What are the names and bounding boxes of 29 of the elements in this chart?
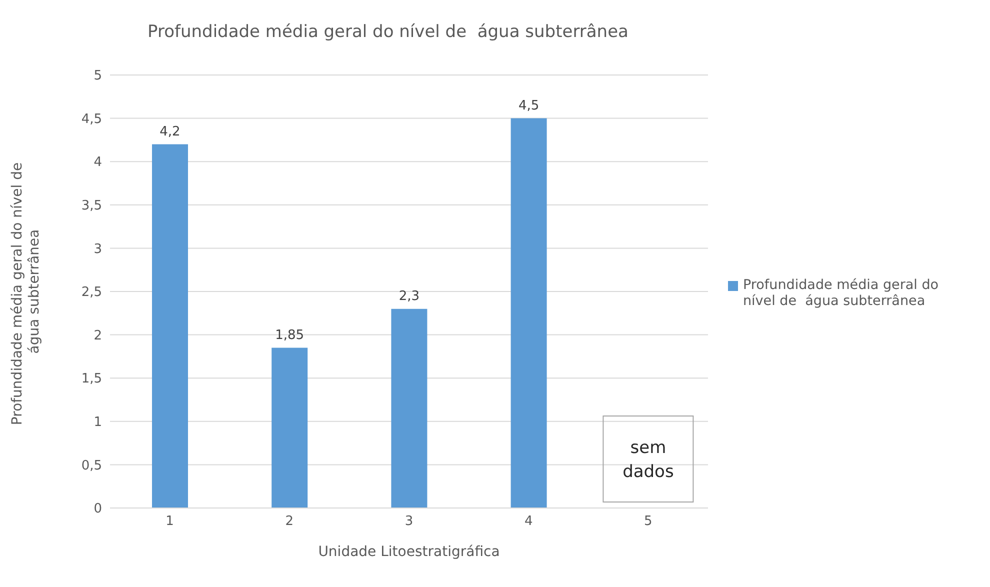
x-axis-title: Unidade Litoestratigráfica	[318, 544, 500, 560]
y-tick-label: 4	[94, 155, 102, 170]
y-tick-label: 3	[94, 242, 102, 257]
y-tick-label: 2,5	[81, 285, 102, 300]
x-tick-label: 4	[524, 514, 533, 530]
y-tick-label: 0,5	[81, 458, 102, 474]
bar	[152, 144, 188, 508]
x-tick-label: 3	[404, 514, 414, 530]
y-tick-label: 5	[94, 68, 102, 84]
y-tick-label: 4,5	[81, 112, 102, 127]
x-tick-label: 1	[166, 514, 174, 530]
annotation: sem dados	[622, 438, 674, 482]
data-label: 1,85	[275, 328, 304, 343]
y-tick-label: 1,5	[81, 372, 102, 387]
x-tick-label: 5	[644, 514, 652, 530]
data-label: 4,5	[518, 98, 540, 114]
bar	[272, 348, 308, 508]
y-tick-label: 2	[94, 328, 102, 344]
data-label: 4,2	[160, 124, 180, 140]
y-tick-label: 1	[94, 415, 102, 430]
legend-label: Profundidade média geral do nível de água subterrânea	[743, 277, 940, 309]
data-label: 2,3	[398, 288, 420, 304]
y-axis-title: Profundidade média geral do nível de água subterrânea	[10, 158, 42, 426]
bar	[510, 118, 547, 508]
y-tick-label: 3,5	[81, 198, 102, 214]
chart-title: Profundidade média geral do nível de água subterrânea	[146, 22, 630, 42]
x-tick-label: 2	[285, 514, 294, 530]
y-tick-label: 0	[94, 502, 102, 517]
bar	[391, 308, 428, 508]
